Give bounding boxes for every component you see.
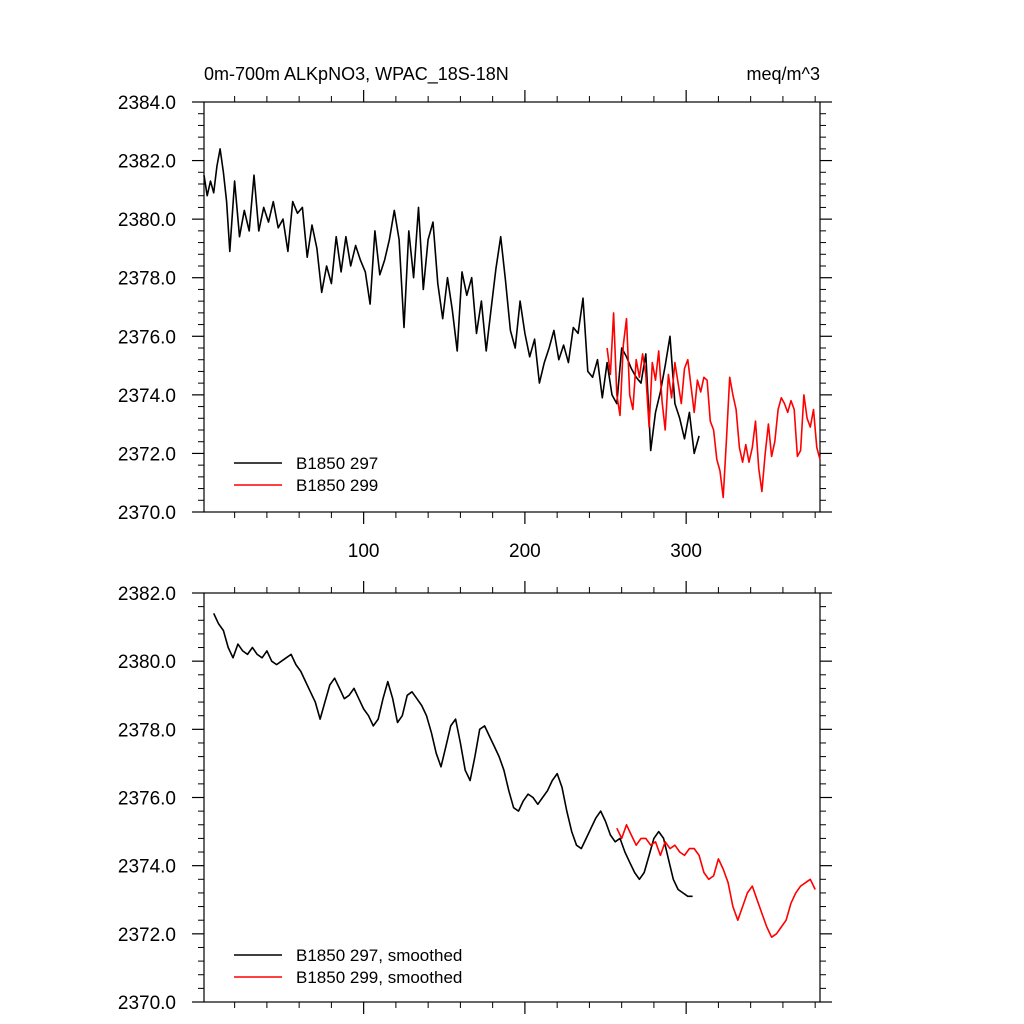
y-tick-label: 2384.0: [118, 93, 176, 114]
chart-panel-bottom: 2370.0 2372.0 2374.0 2376.0 2378.0 2380.0 2382…: [118, 581, 832, 1014]
legend-label-b1850-299: B1850 299: [296, 476, 378, 495]
y-tick-label: 2380.0: [118, 652, 176, 673]
y-tick-label: 2378.0: [118, 269, 176, 290]
series-lines: [203, 148, 821, 499]
y-tick-label: 2374.0: [118, 857, 176, 878]
plot-frame: [203, 592, 821, 1003]
y-tick-label: 2376.0: [118, 327, 176, 348]
y-tick-label: 2376.0: [118, 789, 176, 810]
series-line-b1850-297: [203, 148, 700, 455]
y-tick-label: 2378.0: [118, 720, 176, 741]
y-tick-label: 2372.0: [118, 444, 176, 465]
legend-label-b1850-299-smoothed: B1850 299, smoothed: [296, 968, 462, 987]
legend: B1850 297 B1850 299: [234, 454, 378, 495]
y-tick-label: 2370.0: [118, 503, 176, 524]
x-tick-label: 200: [509, 541, 541, 562]
y-tick-label: 2380.0: [118, 210, 176, 231]
legend: B1850 297, smoothed B1850 299, smoothed: [234, 946, 462, 987]
x-tick-label: 300: [670, 541, 702, 562]
chart-title: 0m-700m ALKpNO3, WPAC_18S-18N: [204, 64, 509, 85]
chart-units: meq/m^3: [747, 64, 820, 84]
y-tick-label: 2370.0: [118, 993, 176, 1014]
y-tick-label: 2374.0: [118, 386, 176, 407]
series-lines: [212, 613, 816, 939]
series-line-b1850-299-smoothed: [616, 823, 816, 939]
y-tick-label: 2382.0: [118, 584, 176, 605]
series-line-b1850-299: [606, 312, 821, 499]
y-tick-label: 2372.0: [118, 925, 176, 946]
y-tick-label: 2382.0: [118, 152, 176, 173]
series-line-b1850-297-smoothed: [212, 613, 693, 898]
x-tick-label: 100: [348, 541, 380, 562]
legend-label-b1850-297-smoothed: B1850 297, smoothed: [296, 946, 462, 965]
axis-ticks: 2370.0 2372.0 2374.0 2376.0 2378.0 2380.0 2382…: [118, 581, 832, 1014]
legend-label-b1850-297: B1850 297: [296, 454, 378, 473]
plot-frame: [203, 101, 821, 513]
axis-ticks: 2370.0 2372.0 2374.0 2376.0 2378.0 2380.0 2382…: [118, 90, 832, 562]
chart-panel-top: 2370.0 2372.0 2374.0 2376.0 2378.0 2380.0 2382…: [118, 64, 832, 562]
